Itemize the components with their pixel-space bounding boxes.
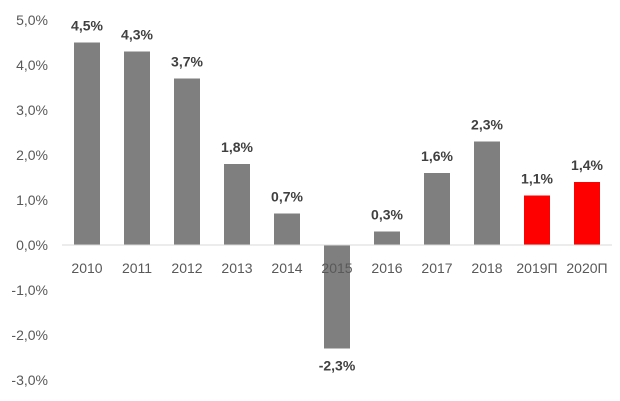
data-label: 4,3% xyxy=(121,27,153,43)
data-label: 1,1% xyxy=(521,171,553,187)
data-label: 2,3% xyxy=(471,117,503,133)
bar xyxy=(374,231,400,245)
y-axis: 5,0% 4,0% 3,0% 2,0% 1,0% 0,0% -1,0% -2,0% -3,0% xyxy=(11,12,48,388)
bar xyxy=(224,164,250,245)
bar xyxy=(74,42,100,245)
x-tick-label: 2013 xyxy=(221,260,252,276)
x-axis-labels: 2010 2011 2012 2013 2014 2015 2016 2017 2018 2019… xyxy=(71,260,607,276)
x-tick-label: 2017 xyxy=(421,260,452,276)
data-label: 1,4% xyxy=(571,157,603,173)
bar xyxy=(324,245,350,349)
x-tick-label: 2018 xyxy=(471,260,502,276)
bar xyxy=(274,213,300,245)
bar xyxy=(474,141,500,245)
data-label: 1,8% xyxy=(221,139,253,155)
x-tick-label: 2019П xyxy=(516,260,557,276)
bar xyxy=(424,173,450,245)
bar xyxy=(574,182,600,245)
data-labels: 4,5% 4,3% 3,7% 1,8% 0,7% -2,3% 0,3% 1,6% 2,3% 1,1… xyxy=(71,18,603,374)
data-label: 1,6% xyxy=(421,148,453,164)
y-tick-label: 1,0% xyxy=(16,192,48,208)
x-tick-label: 2010 xyxy=(71,260,102,276)
data-label: -2,3% xyxy=(319,358,356,374)
y-tick-label: -1,0% xyxy=(11,282,48,298)
y-tick-label: 2,0% xyxy=(16,147,48,163)
y-tick-label: 0,0% xyxy=(16,237,48,253)
bar xyxy=(124,51,150,245)
y-tick-label: -3,0% xyxy=(11,372,48,388)
data-label: 0,7% xyxy=(271,189,303,205)
x-tick-label: 2014 xyxy=(271,260,302,276)
x-tick-label: 2015 xyxy=(321,260,352,276)
y-tick-label: 4,0% xyxy=(16,57,48,73)
y-tick-label: 5,0% xyxy=(16,12,48,28)
x-tick-label: 2016 xyxy=(371,260,402,276)
data-label: 0,3% xyxy=(371,207,403,223)
data-label: 3,7% xyxy=(171,54,203,70)
bars xyxy=(74,42,600,349)
y-tick-label: -2,0% xyxy=(11,327,48,343)
bar xyxy=(524,195,550,245)
x-tick-label: 2011 xyxy=(122,260,152,276)
bar xyxy=(174,78,200,245)
y-tick-label: 3,0% xyxy=(16,102,48,118)
data-label: 4,5% xyxy=(71,18,103,34)
x-tick-label: 2020П xyxy=(566,260,607,276)
x-tick-label: 2012 xyxy=(171,260,202,276)
